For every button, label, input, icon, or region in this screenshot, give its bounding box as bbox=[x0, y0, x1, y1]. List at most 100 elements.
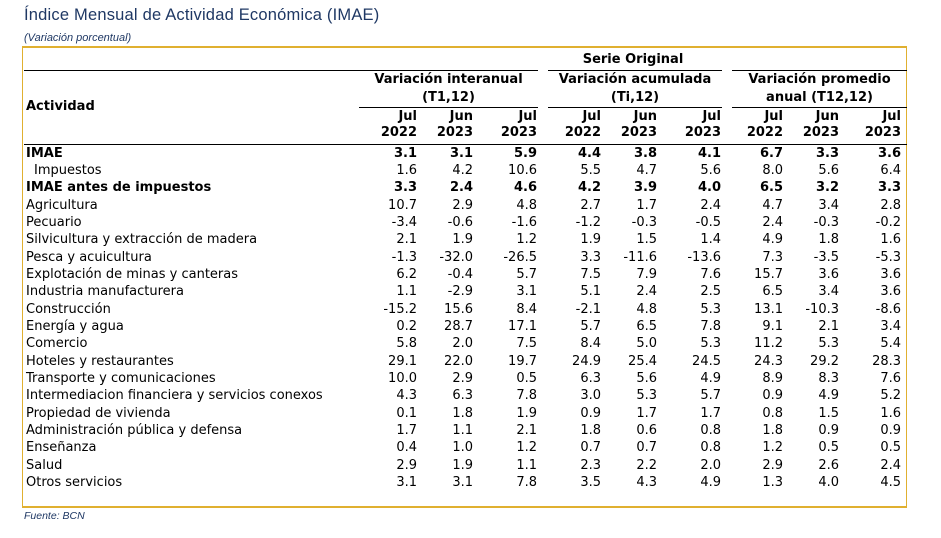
value-cell: 1.8 bbox=[452, 405, 473, 421]
table-row: Propiedad de vivienda 0.1 1.8 1.9 0.9 1.7 1.7 0… bbox=[24, 405, 907, 422]
value-cell: 3.3 bbox=[877, 180, 902, 196]
value-cell: 7.6 bbox=[880, 370, 902, 386]
value-cell: -0.3 bbox=[813, 214, 839, 230]
value-cell: 4.3 bbox=[636, 475, 657, 491]
value-cell: 4.2 bbox=[452, 162, 473, 178]
activity-name: Agricultura bbox=[26, 197, 98, 213]
value-cell: 0.8 bbox=[762, 405, 783, 421]
value-cell: 7.5 bbox=[580, 266, 601, 282]
activity-name: IMAE antes de impuestos bbox=[26, 180, 212, 196]
value-cell: 11.2 bbox=[754, 336, 783, 352]
table-row: Administración pública y defensa 1.7 1.1 2.… bbox=[24, 422, 907, 439]
activity-name: Silvicultura y extracción de madera bbox=[26, 232, 258, 248]
value-cell: 4.8 bbox=[516, 197, 537, 213]
activity-name: Pecuario bbox=[26, 214, 82, 230]
value-cell: 0.8 bbox=[700, 423, 721, 438]
value-cell: 1.7 bbox=[396, 423, 417, 438]
value-cell: 1.5 bbox=[818, 405, 839, 421]
value-cell: 8.4 bbox=[580, 336, 601, 352]
value-cell: 3.3 bbox=[815, 145, 839, 161]
value-cell: 29.1 bbox=[388, 353, 417, 369]
value-cell: 1.7 bbox=[636, 197, 657, 213]
value-cell: 5.7 bbox=[580, 318, 601, 334]
value-cell: -2.9 bbox=[447, 284, 473, 300]
value-cell: 8.4 bbox=[516, 301, 537, 317]
period-header: Jul 2023 bbox=[500, 108, 537, 141]
table-row: Energía y agua 0.2 28.7 17.1 5.7 6.5 7.8 9.1 2.1… bbox=[24, 318, 907, 335]
value-cell: 17.1 bbox=[508, 318, 537, 334]
value-cell: 3.4 bbox=[880, 318, 902, 334]
activity-name: Hoteles y restaurantes bbox=[26, 353, 174, 369]
table-row: Construcción -15.2 15.6 8.4 -2.1 4.8 5.3 13.1 -1… bbox=[24, 301, 907, 318]
value-cell: 7.8 bbox=[700, 318, 721, 334]
value-cell: 6.2 bbox=[396, 266, 417, 282]
value-cell: 3.3 bbox=[580, 249, 601, 265]
value-cell: 8.3 bbox=[818, 370, 839, 386]
activity-name: Administración pública y defensa bbox=[26, 423, 243, 438]
value-cell: 3.2 bbox=[815, 180, 839, 196]
value-cell: 0.4 bbox=[396, 440, 417, 456]
table-row: Hoteles y restaurantes 29.1 22.0 19.7 24.9 25… bbox=[24, 353, 907, 370]
value-cell: 7.6 bbox=[700, 266, 721, 282]
value-cell: 1.7 bbox=[700, 405, 721, 421]
value-cell: -1.3 bbox=[391, 249, 417, 265]
value-cell: 13.1 bbox=[754, 301, 783, 317]
value-cell: 3.1 bbox=[449, 145, 473, 161]
value-cell: 4.0 bbox=[818, 475, 839, 491]
value-cell: 0.6 bbox=[636, 423, 657, 438]
value-cell: 1.5 bbox=[636, 232, 657, 248]
value-cell: 0.7 bbox=[636, 440, 657, 456]
table-row: Otros servicios 3.1 3.1 7.8 3.5 4.3 4.9 1.3 4.0 4… bbox=[24, 474, 907, 491]
value-cell: 1.1 bbox=[396, 284, 417, 300]
value-cell: -26.5 bbox=[503, 249, 537, 265]
value-cell: 1.8 bbox=[580, 423, 601, 438]
value-cell: 5.4 bbox=[880, 336, 902, 352]
activity-name: Pesca y acuicultura bbox=[26, 249, 152, 265]
value-cell: 7.9 bbox=[636, 266, 657, 282]
value-cell: 1.0 bbox=[452, 440, 473, 456]
value-cell: 2.4 bbox=[449, 180, 473, 196]
value-cell: 6.7 bbox=[759, 145, 783, 161]
period-header: Jul 2022 bbox=[564, 108, 601, 141]
imae-table: Serie Original Actividad Variación inter… bbox=[24, 50, 908, 491]
period-header: Jul 2023 bbox=[684, 108, 721, 141]
value-cell: 3.6 bbox=[877, 145, 902, 161]
value-cell: 9.1 bbox=[762, 318, 783, 334]
value-cell: 5.6 bbox=[818, 162, 839, 178]
value-cell: 3.4 bbox=[818, 197, 839, 213]
value-cell: -10.3 bbox=[805, 301, 839, 317]
value-cell: 2.4 bbox=[762, 214, 783, 230]
value-cell: 3.1 bbox=[393, 145, 417, 161]
value-cell: 24.5 bbox=[692, 353, 721, 369]
value-cell: 10.6 bbox=[508, 162, 537, 178]
table-row: IMAE antes de impuestos 3.3 2.4 4.6 4.2 3.9 4.… bbox=[24, 179, 907, 196]
value-cell: 1.7 bbox=[636, 405, 657, 421]
value-cell: 2.2 bbox=[636, 457, 657, 473]
value-cell: 7.8 bbox=[516, 388, 537, 404]
value-cell: 2.5 bbox=[700, 284, 721, 300]
value-cell: 2.4 bbox=[880, 457, 902, 473]
value-cell: 4.9 bbox=[818, 388, 839, 404]
value-cell: 0.1 bbox=[396, 405, 417, 421]
value-cell: 2.9 bbox=[452, 370, 473, 386]
value-cell: 29.2 bbox=[810, 353, 839, 369]
value-cell: 8.9 bbox=[762, 370, 783, 386]
value-cell: 4.9 bbox=[700, 475, 721, 491]
value-cell: 0.2 bbox=[396, 318, 417, 334]
value-cell: 3.0 bbox=[580, 388, 601, 404]
value-cell: 6.5 bbox=[759, 180, 783, 196]
value-cell: 0.9 bbox=[762, 388, 783, 404]
value-cell: 4.7 bbox=[636, 162, 657, 178]
period-header: Jul 2023 bbox=[864, 108, 902, 141]
value-cell: 0.5 bbox=[880, 440, 902, 456]
value-cell: 2.7 bbox=[580, 197, 601, 213]
value-cell: 7.8 bbox=[516, 475, 537, 491]
value-cell: -3.5 bbox=[813, 249, 839, 265]
value-cell: -5.3 bbox=[875, 249, 902, 265]
value-cell: 3.1 bbox=[452, 475, 473, 491]
value-cell: 1.4 bbox=[700, 232, 721, 248]
value-cell: 1.6 bbox=[880, 405, 902, 421]
period-header: Jun 2023 bbox=[802, 108, 839, 141]
value-cell: -1.2 bbox=[575, 214, 601, 230]
value-cell: 4.2 bbox=[577, 180, 601, 196]
